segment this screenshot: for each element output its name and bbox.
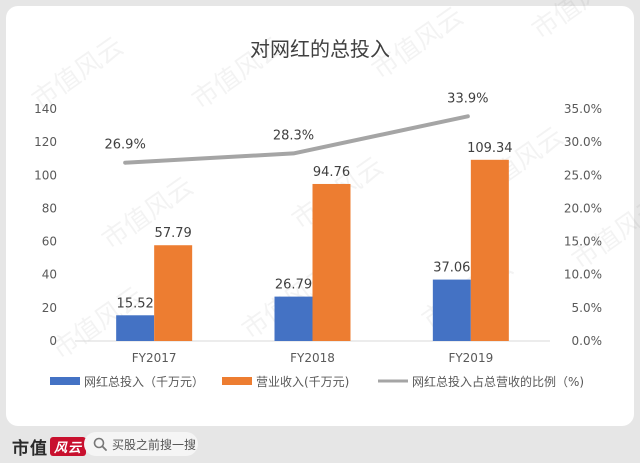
search-placeholder: 买股之前搜一搜 bbox=[112, 437, 197, 452]
bar bbox=[274, 296, 313, 341]
brand-mark: 风云 bbox=[50, 437, 87, 456]
bar-data-label: 109.34 bbox=[467, 141, 513, 156]
bar-data-label: 57.79 bbox=[155, 226, 192, 241]
right-tick-label: 35.0% bbox=[564, 102, 602, 116]
right-tick-label: 25.0% bbox=[564, 168, 602, 182]
bar-data-label: 94.76 bbox=[313, 165, 350, 180]
brand-logo: 市值 风云 bbox=[12, 434, 87, 459]
search-icon bbox=[93, 437, 107, 451]
legend-label: 网红总投入（千万元） bbox=[84, 374, 204, 389]
footer-bar: 市值 风云 买股之前搜一搜 bbox=[0, 426, 640, 463]
legend-swatch bbox=[50, 377, 80, 385]
category-labels: FY2017 FY2018 FY2019 bbox=[132, 351, 493, 365]
legend: 网红总投入（千万元） 营业收入(千万元) 网红总投入占总营收的比例（%) bbox=[50, 374, 584, 389]
line-data-label: 33.9% bbox=[447, 91, 488, 106]
line-data-label: 28.3% bbox=[273, 128, 314, 143]
brand-text: 市值 bbox=[12, 439, 48, 459]
line-series: 26.9% 28.3% 33.9% bbox=[105, 91, 488, 165]
left-tick-label: 60 bbox=[42, 235, 57, 249]
right-tick-label: 15.0% bbox=[564, 235, 602, 249]
left-axis-ticks: 0 20 40 60 80 100 120 140 bbox=[34, 102, 57, 348]
left-tick-label: 0 bbox=[49, 334, 57, 348]
search-box[interactable]: 买股之前搜一搜 bbox=[84, 432, 198, 456]
bar-marks: 15.52 26.79 37.06 57.79 94.76 109.34 bbox=[116, 141, 513, 341]
legend-label: 网红总投入占总营收的比例（%) bbox=[412, 374, 584, 389]
left-tick-label: 20 bbox=[42, 301, 57, 315]
category-label: FY2019 bbox=[448, 351, 493, 365]
right-tick-label: 20.0% bbox=[564, 201, 602, 215]
bar-data-label: 37.06 bbox=[433, 261, 470, 276]
line-point bbox=[467, 115, 469, 117]
bar bbox=[432, 279, 471, 341]
left-tick-label: 80 bbox=[42, 201, 57, 215]
right-tick-label: 10.0% bbox=[564, 268, 602, 282]
legend-swatch bbox=[222, 377, 252, 385]
line-point bbox=[293, 152, 294, 154]
bar-data-label: 15.52 bbox=[117, 296, 154, 311]
left-tick-label: 140 bbox=[34, 102, 57, 116]
left-tick-label: 40 bbox=[42, 268, 57, 282]
category-label: FY2018 bbox=[290, 351, 335, 365]
right-axis-ticks: 0.0% 5.0% 10.0% 15.0% 20.0% 25.0% 30.0% 35.0% bbox=[564, 102, 602, 348]
chart-title: 对网红的总投入 bbox=[250, 37, 390, 61]
bar bbox=[470, 159, 509, 341]
line-data-label: 26.9% bbox=[105, 138, 146, 153]
bar-data-label: 26.79 bbox=[275, 278, 312, 293]
category-label: FY2017 bbox=[132, 351, 177, 365]
right-tick-label: 0.0% bbox=[572, 334, 603, 348]
bar bbox=[116, 315, 155, 341]
right-tick-label: 5.0% bbox=[572, 301, 603, 315]
bar bbox=[154, 245, 193, 341]
left-tick-label: 100 bbox=[34, 168, 57, 182]
legend-label: 营业收入(千万元) bbox=[256, 375, 349, 389]
line-point bbox=[124, 162, 126, 164]
bar bbox=[312, 183, 351, 341]
right-tick-label: 30.0% bbox=[564, 135, 602, 149]
left-tick-label: 120 bbox=[34, 135, 57, 149]
